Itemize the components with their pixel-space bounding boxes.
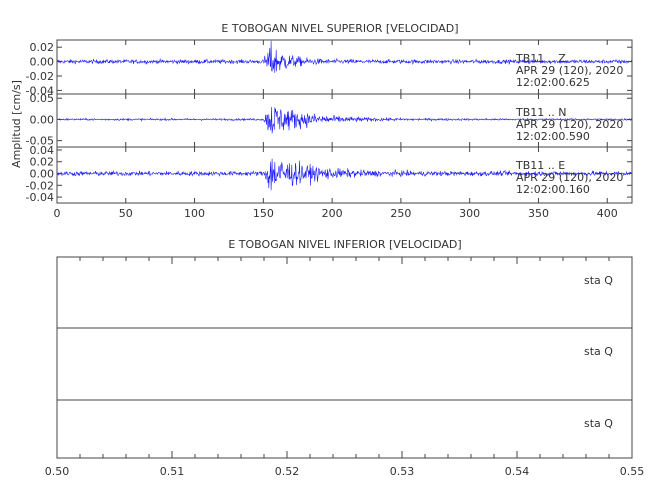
panel-n-label-line: 12:02:00.590 xyxy=(516,130,590,143)
bottom-panel-2-label: sta Q xyxy=(584,345,613,358)
top-chart-title: E TOBOGAN NIVEL SUPERIOR [VELOCIDAD] xyxy=(221,22,458,35)
panel-z-ytick-label: 0.00 xyxy=(30,56,55,69)
panel-z-label-line: 12:02:00.625 xyxy=(516,76,590,89)
panel-e-trace xyxy=(56,158,633,191)
panel-z-ytick-label: -0.04 xyxy=(26,84,54,97)
top-xtick-label: 400 xyxy=(597,207,618,220)
bottom-chart-title: E TOBOGAN NIVEL INFERIOR [VELOCIDAD] xyxy=(228,238,461,251)
bottom-chart: sta Q sta Q sta Q 0.50 0.51 0.52 0.53 0.54 0.55 xyxy=(45,256,645,478)
top-xtick-label: 100 xyxy=(184,207,205,220)
top-xtick-label: 350 xyxy=(528,207,549,220)
panel-z-label-line: TB11 .. Z xyxy=(515,52,566,65)
panel-z-trace xyxy=(56,40,633,73)
panel-e-ytick-label: -0.02 xyxy=(26,179,54,192)
panel-e-label-line: 12:02:00.160 xyxy=(516,183,590,196)
panel-n-label-line: TB11 .. N xyxy=(515,106,566,119)
panel-n-label-line: APR 29 (120), 2020 xyxy=(516,118,623,131)
top-xtick-label: 50 xyxy=(119,207,133,220)
panel-e-ytick-label: 0.04 xyxy=(30,144,55,157)
bottom-panel-1-label: sta Q xyxy=(584,274,613,287)
panel-n-trace xyxy=(56,106,633,134)
bottom-xtick-label: 0.51 xyxy=(160,465,185,478)
top-xtick-label: 150 xyxy=(253,207,274,220)
top-chart-ylabel: Amplitud [cm/s] xyxy=(10,80,23,168)
bottom-panel-2-frame xyxy=(56,327,633,401)
panel-z-label-line: APR 29 (120), 2020 xyxy=(516,64,623,77)
panel-e-ytick-label: -0.04 xyxy=(26,191,54,204)
bottom-panel-3-label: sta Q xyxy=(584,417,613,430)
bottom-xtick-label: 0.53 xyxy=(390,465,415,478)
panel-n-ytick-label: -0.05 xyxy=(26,135,54,148)
top-xtick-label: 0 xyxy=(54,207,61,220)
bottom-xtick-label: 0.54 xyxy=(505,465,530,478)
bottom-xtick-label: 0.52 xyxy=(275,465,300,478)
bottom-xtick-label: 0.55 xyxy=(620,465,645,478)
panel-n-ytick-label: 0.00 xyxy=(30,113,55,126)
top-xtick-label: 250 xyxy=(390,207,411,220)
panel-e-frame xyxy=(56,146,633,204)
top-xtick-label: 200 xyxy=(322,207,343,220)
bottom-xtick-label: 0.50 xyxy=(45,465,70,478)
bottom-panel-1-frame xyxy=(56,256,633,329)
panel-z-ytick-label: 0.02 xyxy=(30,41,55,54)
panel-e-ytick-label: 0.02 xyxy=(30,156,55,169)
panel-z-ytick-label: -0.02 xyxy=(26,70,54,83)
panel-n-ytick-label: 0.05 xyxy=(30,92,55,105)
top-xtick-label: 300 xyxy=(459,207,480,220)
panel-e-label-line: TB11 .. E xyxy=(515,159,565,172)
panel-e-ytick-label: 0.00 xyxy=(30,168,55,181)
panel-e-label-line: APR 29 (120), 2020 xyxy=(516,171,623,184)
bottom-panel-3-frame xyxy=(56,399,633,459)
